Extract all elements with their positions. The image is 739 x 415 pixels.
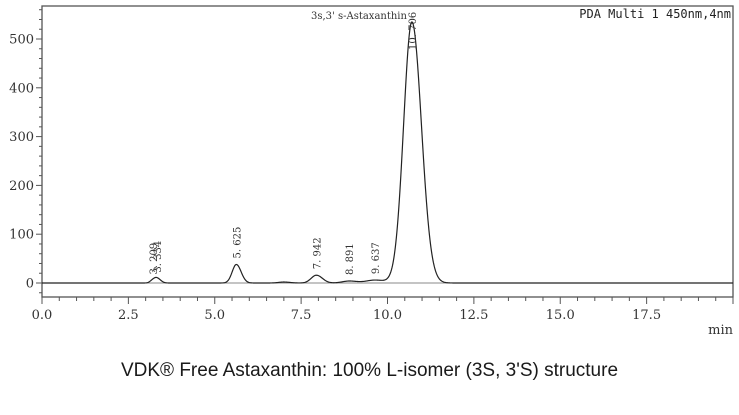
peak-retention-time: 5. 625: [232, 227, 243, 259]
y-tick-label: 500: [9, 33, 34, 48]
x-tick-label: 0.0: [32, 308, 53, 323]
y-tick-label: 200: [9, 179, 34, 194]
peak-retention-time: 10. 706: [408, 12, 419, 50]
compound-annotation: 3s,3' s-Astaxanthin: [311, 11, 408, 22]
chromatogram-trace: [42, 21, 733, 284]
y-tick-label: 300: [9, 130, 34, 145]
peak-retention-time: 8. 891: [345, 243, 356, 275]
peak-retention-time: 7. 942: [312, 237, 323, 269]
plot-frame: [41, 5, 734, 298]
y-tick-label: 100: [9, 228, 34, 243]
y-tick-label: 0: [26, 277, 34, 292]
x-axis: 0.0 2.5 5.0 7.5 10.0 12.5 15.0 17.5: [32, 297, 734, 323]
peak-retention-time: 9. 637: [371, 242, 382, 274]
x-tick-label: 17.5: [632, 308, 661, 323]
x-tick-label: 12.5: [459, 308, 488, 323]
x-axis-label: min: [708, 323, 733, 338]
x-tick-label: 15.0: [546, 308, 575, 323]
chromatogram-chart: 0 100 200 300 400 500 0.0 2.5 5.0 7.5 10.0 12.5 15.…: [9, 5, 734, 338]
peak-retention-time: 3. 209: [149, 243, 160, 275]
x-tick-label: 5.0: [204, 308, 225, 323]
figure-caption: VDK® Free Astaxanthin: 100% L-isomer (3S…: [120, 360, 619, 381]
x-tick-label: 10.0: [373, 308, 402, 323]
x-tick-label: 7.5: [291, 308, 312, 323]
peak-retention-time: 3. 334: [153, 241, 164, 273]
y-axis: 0 100 200 300 400 500: [9, 9, 42, 294]
x-tick-label: 2.5: [118, 308, 139, 323]
detector-label: PDA Multi 1 450nm,4nm: [579, 7, 731, 21]
y-tick-label: 400: [9, 81, 34, 96]
